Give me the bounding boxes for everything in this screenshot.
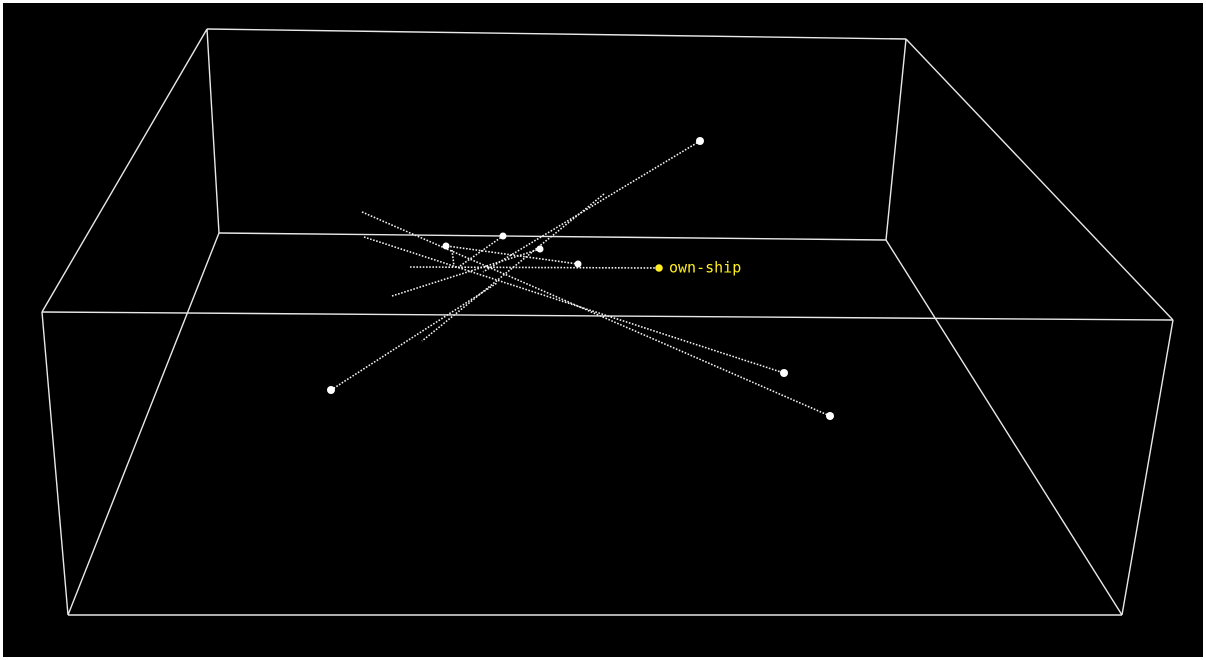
own-ship[interactable]: own-ship xyxy=(655,259,741,277)
3d-viewport[interactable] xyxy=(3,3,1203,657)
contact-4[interactable] xyxy=(826,412,834,420)
track-7[interactable] xyxy=(446,245,579,265)
contact-2[interactable] xyxy=(327,386,335,394)
contacts xyxy=(327,137,834,420)
bounding-box xyxy=(41,28,1174,616)
track-8[interactable] xyxy=(459,235,504,267)
contact-8[interactable] xyxy=(442,242,450,250)
box-edge-back-right xyxy=(885,38,907,241)
box-edge-front-left xyxy=(41,311,69,616)
box-edge-bottom-left xyxy=(67,232,220,616)
track-4[interactable] xyxy=(361,211,831,417)
track-6[interactable] xyxy=(391,248,541,297)
track-9[interactable] xyxy=(451,249,455,267)
track-3[interactable] xyxy=(421,193,605,342)
box-edge-top-right xyxy=(905,38,1174,321)
tracks xyxy=(330,140,831,417)
box-edge-front-top xyxy=(41,311,1174,321)
box-edge-top-left xyxy=(41,28,208,313)
box-edge-bottom-right xyxy=(885,239,1123,616)
box-edge-front-right xyxy=(1121,319,1174,616)
contact-5[interactable] xyxy=(499,232,507,240)
box-edge-back-bottom xyxy=(218,232,887,241)
own-ship-marker[interactable] xyxy=(655,264,663,272)
own-ship-label: own-ship xyxy=(669,259,741,277)
contact-3[interactable] xyxy=(780,369,788,377)
contact-7[interactable] xyxy=(574,260,582,268)
box-edge-back-top xyxy=(206,28,907,40)
contact-1[interactable] xyxy=(696,137,704,145)
track-1[interactable] xyxy=(482,140,701,273)
track-2[interactable] xyxy=(330,282,498,391)
box-edge-back-left xyxy=(206,28,220,234)
own-ship-track[interactable] xyxy=(409,266,660,269)
contact-6[interactable] xyxy=(536,245,544,253)
